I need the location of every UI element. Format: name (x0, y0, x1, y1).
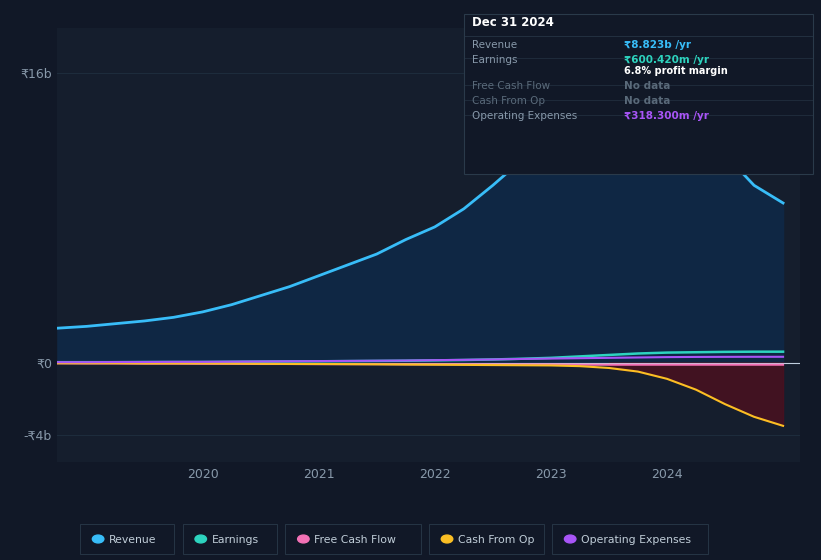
Text: ₹8.823b /yr: ₹8.823b /yr (624, 40, 691, 50)
Text: Dec 31 2024: Dec 31 2024 (472, 16, 554, 29)
Text: Free Cash Flow: Free Cash Flow (472, 81, 550, 91)
Text: Operating Expenses: Operating Expenses (472, 111, 577, 122)
Text: Revenue: Revenue (472, 40, 517, 50)
Text: Free Cash Flow: Free Cash Flow (314, 535, 396, 545)
Text: Cash From Op: Cash From Op (458, 535, 534, 545)
Text: Cash From Op: Cash From Op (472, 96, 545, 106)
Text: ₹318.300m /yr: ₹318.300m /yr (624, 111, 709, 122)
Text: Revenue: Revenue (108, 535, 156, 545)
Text: No data: No data (624, 96, 670, 106)
Text: No data: No data (624, 81, 670, 91)
Text: Operating Expenses: Operating Expenses (581, 535, 690, 545)
Text: Earnings: Earnings (212, 535, 259, 545)
Text: 6.8% profit margin: 6.8% profit margin (624, 66, 727, 76)
Text: ₹600.420m /yr: ₹600.420m /yr (624, 55, 709, 65)
Text: Earnings: Earnings (472, 55, 517, 65)
